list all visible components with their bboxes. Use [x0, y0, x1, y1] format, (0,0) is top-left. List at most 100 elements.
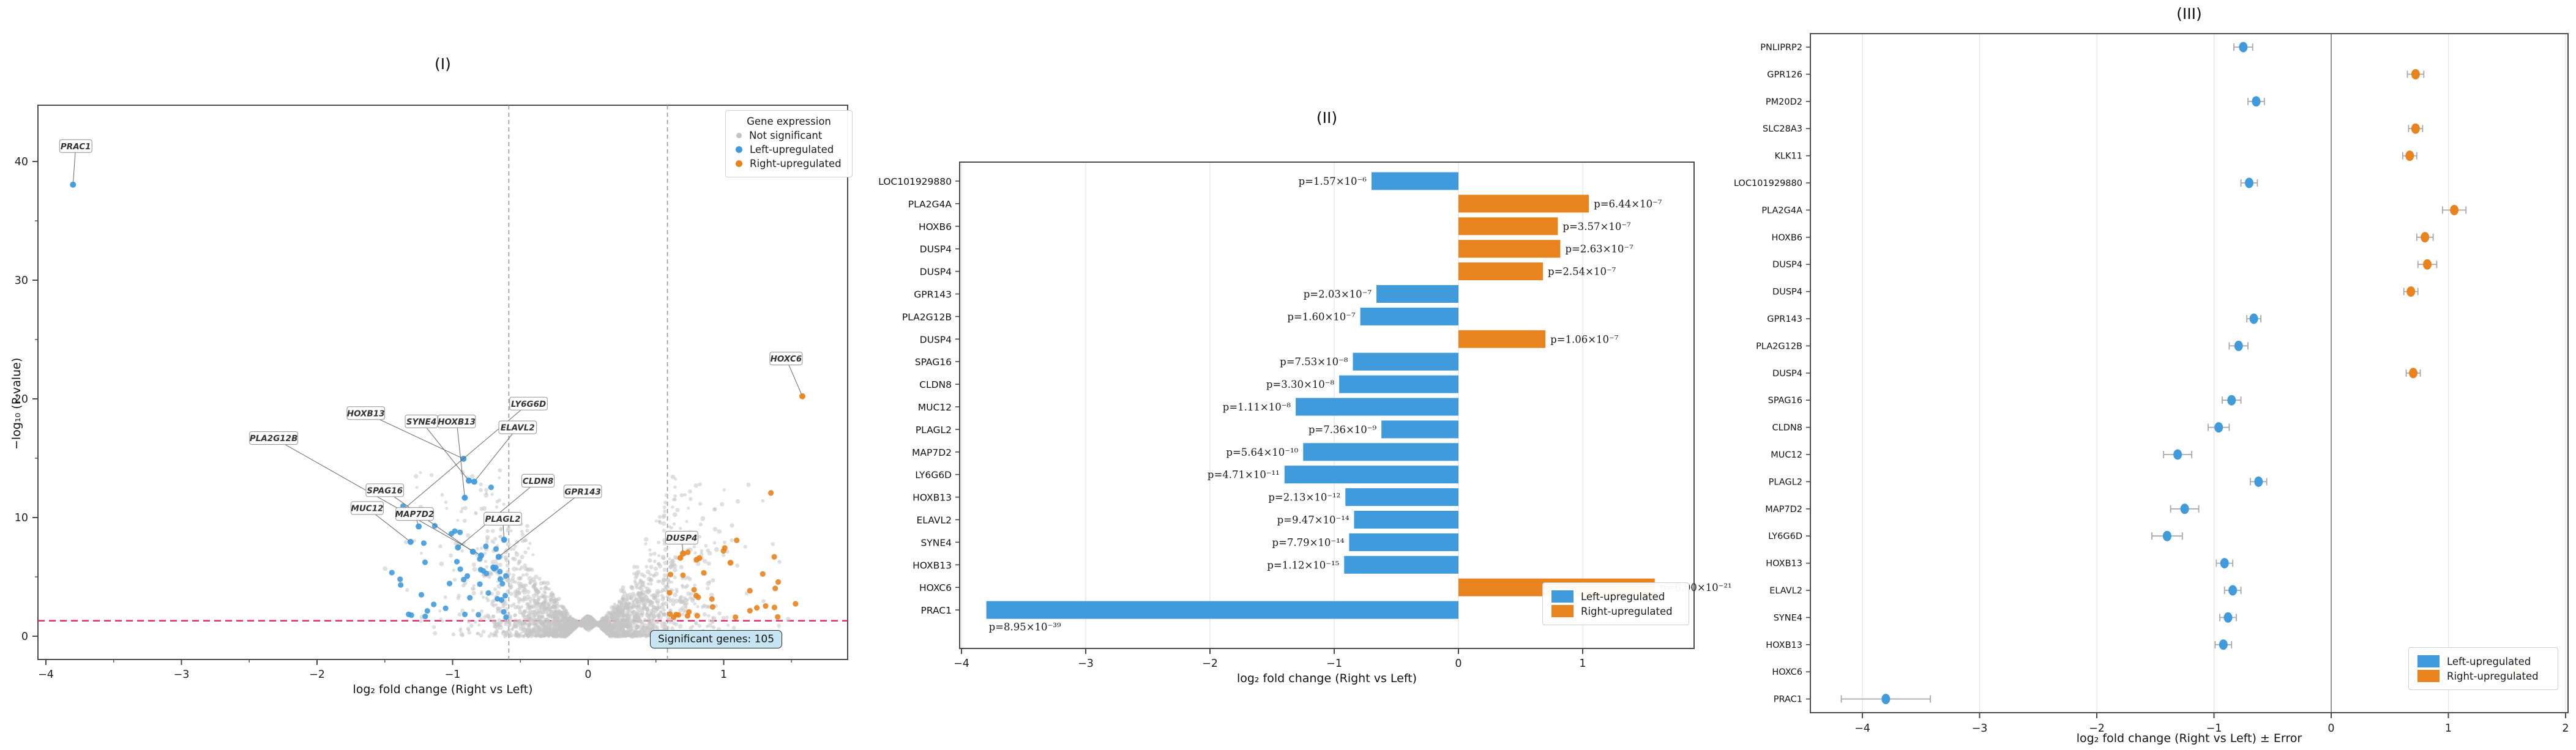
volcano-point-ns [621, 597, 626, 603]
volcano-point-ns [505, 563, 510, 568]
volcano-point-ns [637, 604, 641, 609]
volcano-point-ns [562, 617, 567, 620]
volcano-point-ns [472, 584, 476, 587]
gene-label-PLA2G12B: PLA2G12B [250, 434, 298, 444]
left-upregulated-dot-icon [736, 146, 742, 153]
volcano-point-ns [674, 598, 679, 604]
forest-gene-label-HOXC6: HOXC6 [1772, 667, 1802, 677]
volcano-point-ns [712, 507, 717, 512]
volcano-point-MAP7D2 [416, 523, 422, 530]
volcano-point-ns [526, 546, 531, 550]
volcano-point-ns [640, 590, 646, 595]
volcano-point-ns [497, 622, 501, 625]
volcano-point-ns [513, 613, 518, 617]
gene-label-SYNE4: SYNE4 [406, 417, 436, 427]
volcano-point-ns [533, 587, 539, 592]
tick-label: 1 [720, 669, 727, 681]
volcano-point-ns [536, 633, 542, 637]
bar-PLA2G12B [1360, 307, 1458, 325]
volcano-point-ns [512, 573, 516, 577]
volcano-point-ns [502, 634, 508, 639]
volcano-point-ns [507, 624, 510, 628]
gene-label-box [365, 483, 405, 497]
volcano-point-ns [554, 627, 559, 631]
gene-label-box [395, 507, 434, 521]
legend-item-label: Right-upregulated [2447, 670, 2539, 682]
forest-point-PM20D2 [2252, 96, 2261, 107]
volcano-point-ns [621, 585, 625, 590]
volcano-point-left [503, 614, 509, 620]
volcano-point-ns [641, 581, 646, 584]
volcano-point-ns [679, 565, 684, 570]
volcano-point-right [680, 572, 686, 578]
volcano-point-ns [528, 567, 532, 571]
volcano-point-ns [523, 588, 528, 592]
volcano-point-ns [498, 468, 502, 473]
gene-label-LY6G6D: LY6G6D [511, 399, 546, 409]
volcano-point-ns [551, 604, 555, 609]
volcano-point-ns [632, 609, 636, 613]
bar-DUSP4 [1458, 262, 1544, 281]
forest-gene-label-MUC12: MUC12 [1771, 450, 1802, 460]
volcano-point-ns [525, 597, 529, 601]
bar-PLAGL2 [1381, 420, 1458, 439]
volcano-point-ns [495, 590, 501, 596]
legend-item-label: Not significant [749, 130, 823, 141]
volcano-point-ns [589, 623, 594, 628]
volcano-point-ns [777, 623, 781, 628]
bar-LOC101929880 [1371, 172, 1458, 190]
volcano-point-ns [548, 620, 551, 624]
volcano-point-ns [648, 548, 652, 552]
volcano-point-ns [706, 614, 711, 618]
volcano-point-ns [625, 603, 631, 608]
volcano-point-ns [476, 632, 479, 636]
volcano-point-ns [552, 632, 557, 637]
volcano-point-ns [495, 562, 499, 566]
forest-gene-label-GPR126: GPR126 [1767, 70, 1802, 80]
volcano-point-ns [532, 598, 536, 602]
volcano-point-ns [532, 634, 536, 637]
volcano-point-ns [635, 565, 640, 570]
volcano-point-ns [444, 500, 448, 504]
volcano-point-ns [526, 614, 529, 618]
volcano-point-ns [660, 596, 665, 601]
p-value-label: p=2.63×10⁻⁷ [1565, 243, 1633, 255]
legend-item-label: Right-upregulated [1581, 605, 1673, 617]
volcano-point-ns [730, 523, 734, 528]
volcano-point-ns [383, 566, 388, 571]
volcano-point-ns [466, 626, 471, 631]
volcano-point-ns [479, 617, 483, 622]
volcano-point-ns [507, 582, 513, 588]
volcano-point-ns [471, 609, 475, 612]
volcano-point-left [457, 566, 463, 573]
volcano-point-ns [610, 621, 614, 625]
volcano-point-ns [626, 611, 630, 615]
bar-gene-label-PLA2G12B: PLA2G12B [902, 311, 952, 322]
volcano-point-ns [633, 624, 638, 629]
volcano-point-left [499, 581, 506, 587]
tick-label: −1 [445, 669, 461, 681]
volcano-point-ns [666, 579, 671, 584]
volcano-point-ns [610, 627, 614, 631]
volcano-point-ns [547, 606, 552, 611]
bar-gene-label-MAP7D2: MAP7D2 [912, 447, 952, 458]
volcano-point-left [408, 612, 414, 618]
volcano-point-ns [613, 603, 617, 606]
volcano-point-ns [599, 625, 604, 629]
volcano-point-left [424, 607, 430, 614]
volcano-point-ns [528, 609, 532, 613]
bar-LY6G6D [1284, 466, 1458, 484]
volcano-point-right [793, 601, 799, 607]
volcano-point-ns [721, 615, 726, 620]
volcano-point-SPAG16 [469, 548, 476, 555]
bar-HOXB13 [1345, 488, 1458, 507]
bar-ELAVL2 [1354, 511, 1458, 529]
volcano-point-MUC12 [407, 538, 414, 545]
volcano-point-ns [722, 553, 726, 557]
volcano-point-left [457, 529, 463, 535]
volcano-point-ns [592, 620, 597, 624]
volcano-point-ns [483, 552, 487, 555]
volcano-point-right [775, 614, 781, 620]
volcano-point-ns [657, 563, 663, 569]
volcano-point-ns [554, 614, 559, 619]
